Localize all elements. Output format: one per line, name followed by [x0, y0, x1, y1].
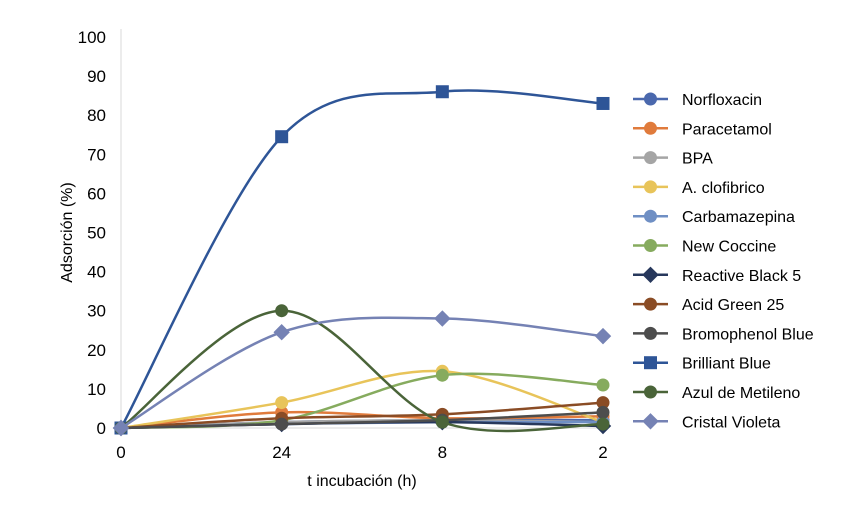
- legend-label: Paracetamol: [682, 121, 772, 138]
- data-point-a-clofibrico: [275, 396, 289, 410]
- y-tick-label: 10: [87, 380, 106, 399]
- data-point-brilliant-blue: [275, 130, 289, 144]
- legend-item-paracetamol: Paracetamol: [633, 121, 772, 138]
- legend-item-cristal-violeta: Cristal Violeta: [633, 413, 781, 431]
- legend-marker: [642, 266, 659, 284]
- y-tick-label: 90: [87, 67, 106, 86]
- x-axis-label: t incubación (h): [307, 473, 416, 490]
- data-point-azul-de-metileno: [435, 415, 449, 429]
- y-tick-label: 70: [87, 145, 106, 164]
- legend-label: New Coccine: [682, 239, 776, 256]
- legend-label: Cristal Violeta: [682, 414, 781, 431]
- x-tick-label: 2: [598, 443, 607, 462]
- series-cristal-violeta: [112, 310, 612, 437]
- legend-marker: [644, 209, 657, 223]
- legend-marker: [644, 151, 657, 165]
- legend-item-carbamazepina: Carbamazepina: [633, 209, 795, 226]
- y-axis-label: Adsorción (%): [59, 182, 76, 282]
- series-line-a-clofibrico: [120, 369, 604, 430]
- data-point-cristal-violeta: [594, 327, 612, 345]
- y-tick-label: 80: [87, 106, 106, 125]
- data-point-brilliant-blue: [435, 85, 449, 99]
- legend: Norfloxacin Paracetamol BPA A. clofibrico Ca…: [633, 92, 814, 431]
- y-tick-label: 100: [78, 28, 106, 47]
- legend-label: Azul de Metileno: [682, 385, 800, 402]
- data-point-azul-de-metileno: [275, 304, 289, 318]
- y-tick-label: 0: [97, 419, 106, 438]
- legend-item-bromophenol-blue: Bromophenol Blue: [633, 326, 814, 343]
- legend-label: Acid Green 25: [682, 297, 784, 314]
- data-point-new-coccine: [435, 368, 449, 382]
- legend-label: A. clofibrico: [682, 180, 765, 197]
- legend-marker: [644, 385, 657, 399]
- series-line-paracetamol: [120, 410, 604, 430]
- axes: 0 10 20 30 40 50 60 70 80 90 100 0 24 8 2: [78, 28, 608, 462]
- legend-item-norfloxacin: Norfloxacin: [633, 92, 762, 109]
- legend-item-brilliant-blue: Brilliant Blue: [633, 356, 771, 373]
- legend-item-bpa: BPA: [633, 151, 713, 168]
- legend-item-new-coccine: New Coccine: [633, 239, 776, 256]
- data-point-cristal-violeta: [112, 419, 130, 437]
- data-point-azul-de-metileno: [596, 417, 610, 431]
- legend-label: Reactive Black 5: [682, 268, 801, 285]
- legend-marker: [644, 121, 657, 135]
- legend-marker: [644, 239, 657, 252]
- legend-item-azul-de-metileno: Azul de Metileno: [633, 385, 800, 402]
- legend-marker: [644, 356, 657, 370]
- data-point-bromophenol-blue: [596, 405, 610, 419]
- series-line-cristal-violeta: [120, 316, 604, 430]
- y-tick-label: 30: [87, 302, 106, 321]
- legend-marker: [644, 326, 657, 340]
- data-point-cristal-violeta: [434, 310, 451, 327]
- y-tick-label: 20: [87, 341, 106, 360]
- series-line-acid-green-25: [120, 401, 604, 430]
- legend-label: Norfloxacin: [682, 92, 762, 109]
- legend-item-reactive-black-5: Reactive Black 5: [633, 266, 801, 285]
- legend-marker: [644, 92, 657, 106]
- y-tick-label: 50: [87, 224, 106, 243]
- legend-label: Carbamazepina: [682, 209, 795, 226]
- legend-marker: [644, 180, 657, 194]
- x-tick-label: 0: [116, 443, 125, 462]
- y-tick-label: 40: [87, 263, 106, 282]
- legend-label: Bromophenol Blue: [682, 326, 814, 343]
- x-tick-label: 8: [438, 443, 447, 462]
- data-point-brilliant-blue: [596, 96, 610, 110]
- legend-marker: [642, 413, 659, 430]
- legend-label: Brilliant Blue: [682, 356, 771, 373]
- data-point-bromophenol-blue: [275, 417, 289, 431]
- series-line-bromophenol-blue: [120, 411, 604, 430]
- data-point-cristal-violeta: [273, 323, 290, 341]
- legend-marker: [644, 297, 657, 311]
- legend-item-acid-green-25: Acid Green 25: [633, 297, 784, 314]
- data-point-new-coccine: [596, 378, 610, 392]
- x-tick-label: 24: [272, 443, 291, 462]
- series-line-azul-de-metileno: [120, 309, 604, 433]
- y-tick-label: 60: [87, 184, 106, 203]
- series-line-brilliant-blue: [119, 89, 604, 429]
- legend-label: BPA: [682, 151, 713, 168]
- legend-item-a-clofibrico: A. clofibrico: [633, 180, 765, 197]
- plot-area: [112, 85, 612, 437]
